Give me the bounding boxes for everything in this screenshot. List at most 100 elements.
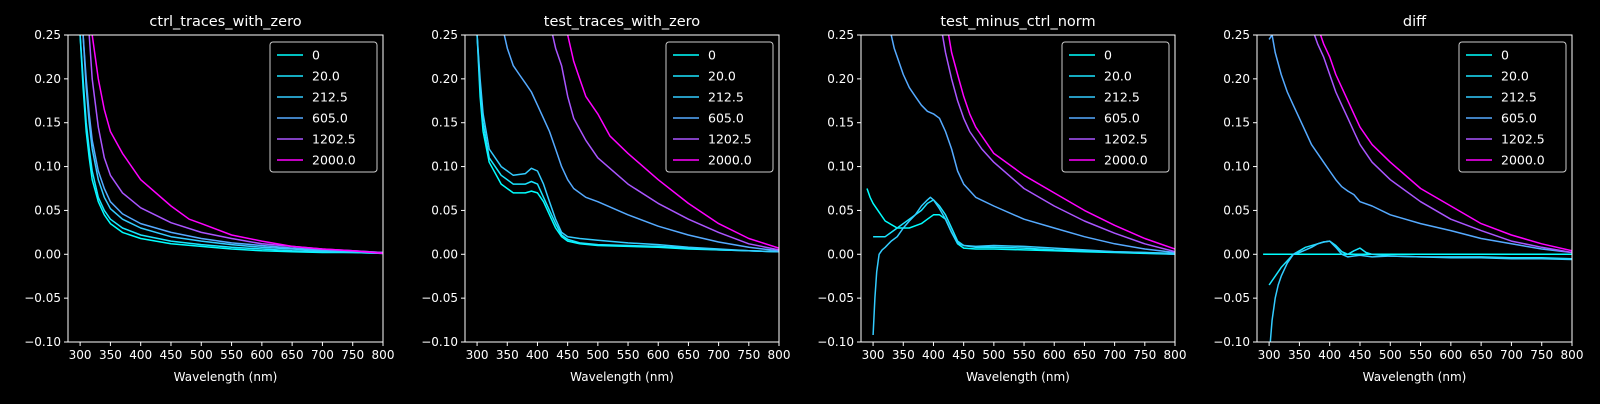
x-tick-label: 450	[556, 348, 579, 362]
x-axis-label: Wavelength (nm)	[1363, 370, 1467, 384]
x-tick-label: 600	[250, 348, 273, 362]
x-tick-label: 300	[1258, 348, 1281, 362]
legend-label: 20.0	[708, 69, 736, 84]
plot-frame	[860, 34, 1176, 343]
series-line-212-5	[476, 35, 779, 253]
y-tick-label: 0.15	[827, 116, 854, 130]
y-tick-label: 0.20	[1223, 72, 1250, 86]
legend-label: 1202.5	[312, 132, 356, 147]
x-tick-label: 600	[1043, 348, 1066, 362]
series-group	[476, 35, 779, 253]
legend-label: 212.5	[708, 90, 744, 105]
x-tick-label: 450	[952, 348, 975, 362]
x-tick-label: 750	[737, 348, 760, 362]
series-line-212-5	[1269, 240, 1572, 342]
y-tick-label: 0.00	[34, 247, 61, 261]
legend-label: 20.0	[312, 69, 340, 84]
x-tick-label: 500	[586, 348, 609, 362]
x-tick-label: 300	[862, 348, 885, 362]
plot-frame	[1256, 34, 1573, 343]
series-line-212-5	[872, 196, 1175, 336]
x-tick-label: 450	[1349, 348, 1372, 362]
chart-title: test_traces_with_zero	[544, 14, 701, 30]
series-line-0	[866, 188, 1175, 256]
legend-label: 605.0	[708, 111, 744, 126]
legend: 0 20.0 212.5 605.0 1202.5 2000.0	[269, 41, 378, 173]
x-tick-label: 750	[1133, 348, 1156, 362]
x-tick-label: 750	[1530, 348, 1553, 362]
x-tick-label: 650	[1073, 348, 1096, 362]
legend: 0 20.0 212.5 605.0 1202.5 2000.0	[665, 41, 774, 173]
x-tick-label: 700	[1103, 348, 1126, 362]
series-group	[1263, 35, 1572, 342]
y-tick-label: 0.10	[1223, 160, 1250, 174]
series-line-2000-0	[91, 35, 383, 255]
legend-label: 20.0	[1104, 69, 1132, 84]
legend-label: 212.5	[1104, 90, 1140, 105]
legend-label: 1202.5	[1501, 132, 1545, 147]
y-tick-label: −0.05	[24, 291, 61, 305]
series-line-2000-0	[566, 35, 779, 249]
x-tick-label: 700	[707, 348, 730, 362]
legend: 0 20.0 212.5 605.0 1202.5 2000.0	[1458, 41, 1567, 173]
chart-panel-3: 300 350 400 450 500 550 600 650 700 750 800 0.25 0.2…	[817, 14, 1186, 384]
series-line-605-0	[82, 35, 383, 254]
y-tick-label: 0.20	[34, 72, 61, 86]
legend-label: 212.5	[1501, 90, 1537, 105]
series-line-2000-0	[1319, 35, 1572, 252]
x-axis-label: Wavelength (nm)	[570, 370, 674, 384]
x-tick-label: 800	[1164, 348, 1187, 362]
x-tick-label: 550	[1013, 348, 1036, 362]
series-line-0	[79, 35, 383, 255]
x-tick-label: 500	[1379, 348, 1402, 362]
legend-label: 2000.0	[1104, 153, 1148, 168]
legend-label: 0	[312, 48, 320, 63]
series-line-20-0	[476, 35, 779, 253]
x-tick-label: 700	[1500, 348, 1523, 362]
series-line-605-0	[503, 35, 779, 252]
y-tick-label: −0.10	[421, 335, 458, 349]
x-axis-label: Wavelength (nm)	[174, 370, 278, 384]
y-tick-label: 0.05	[1223, 203, 1250, 217]
y-tick-label: 0.25	[827, 28, 854, 42]
y-tick-label: 0.05	[431, 203, 458, 217]
series-line-1202-5	[551, 35, 779, 251]
x-tick-label: 800	[1561, 348, 1584, 362]
y-tick-label: 0.15	[1223, 116, 1250, 130]
x-tick-label: 400	[922, 348, 945, 362]
y-tick-label: −0.05	[421, 291, 458, 305]
y-tick-label: 0.10	[34, 160, 61, 174]
legend-label: 2000.0	[1501, 153, 1545, 168]
legend-label: 605.0	[1501, 111, 1537, 126]
y-tick-label: 0.00	[827, 247, 854, 261]
legend-label: 2000.0	[708, 153, 752, 168]
x-tick-label: 600	[647, 348, 670, 362]
plot-frame	[67, 34, 384, 343]
x-tick-label: 750	[341, 348, 364, 362]
x-tick-label: 350	[1288, 348, 1311, 362]
x-tick-label: 300	[69, 348, 92, 362]
y-tick-label: −0.10	[1213, 335, 1250, 349]
y-tick-label: 0.15	[34, 116, 61, 130]
legend-label: 605.0	[1104, 111, 1140, 126]
x-tick-label: 350	[496, 348, 519, 362]
legend-label: 1202.5	[708, 132, 752, 147]
legend-label: 1202.5	[1104, 132, 1148, 147]
x-tick-label: 450	[160, 348, 183, 362]
x-tick-label: 350	[892, 348, 915, 362]
series-line-0	[476, 35, 779, 253]
chart-panel-1: 300 350 400 450 500 550 600 650 700 750 800 0.25 0.2…	[24, 14, 394, 384]
chart-title: test_minus_ctrl_norm	[940, 14, 1095, 30]
chart-title: ctrl_traces_with_zero	[149, 14, 301, 30]
x-tick-label: 350	[99, 348, 122, 362]
x-tick-label: 600	[1439, 348, 1462, 362]
y-tick-label: 0.05	[34, 203, 61, 217]
legend-label: 20.0	[1501, 69, 1529, 84]
x-tick-label: 550	[1409, 348, 1432, 362]
y-tick-label: 0.00	[1223, 247, 1250, 261]
x-tick-label: 400	[526, 348, 549, 362]
y-tick-label: −0.10	[817, 335, 854, 349]
x-tick-label: 800	[768, 348, 791, 362]
